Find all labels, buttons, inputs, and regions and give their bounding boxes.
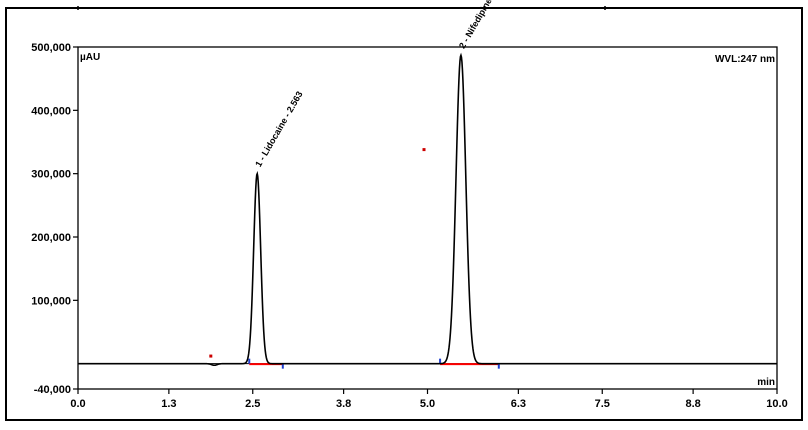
x-tick-label: 10.0 — [766, 398, 787, 410]
y-tick-label: 400,000 — [31, 105, 71, 117]
y-tick-label: 200,000 — [31, 232, 71, 244]
y-tick-label: 500,000 — [31, 42, 71, 54]
x-tick-label: 5.0 — [420, 398, 435, 410]
y-tick-label: 300,000 — [31, 169, 71, 181]
y-tick-label: -40,000 — [34, 384, 71, 396]
x-tick-label: 7.5 — [595, 398, 610, 410]
x-tick-label: 0.0 — [70, 398, 85, 410]
x-tick-label: 2.5 — [245, 398, 260, 410]
x-axis-unit-label: min — [757, 377, 775, 388]
figure-frame — [5, 7, 803, 421]
event-marker — [422, 148, 426, 152]
x-tick-label: 3.8 — [336, 398, 351, 410]
x-tick-label: 1.3 — [161, 398, 176, 410]
wavelength-annotation: WVL:247 nm — [715, 54, 775, 65]
peak-label: 1 - Lidocaine - 2.563 — [253, 90, 304, 169]
x-axis: 0.0 1.3 2.5 3.8 5.0 6.3 7.5 8.8 10.0 — [70, 389, 788, 410]
event-markers — [209, 148, 426, 358]
plot-area — [77, 46, 778, 390]
x-tick-label: 8.8 — [685, 398, 700, 410]
event-marker — [209, 354, 213, 358]
chromatogram-trace — [78, 52, 777, 367]
x-tick-label: 6.3 — [511, 398, 526, 410]
y-axis: -40,000 100,000 200,000 300,000 400,000 500,0… — [31, 42, 78, 396]
y-tick-label: 100,000 — [31, 295, 71, 307]
y-axis-unit-label: µAU — [80, 52, 100, 63]
